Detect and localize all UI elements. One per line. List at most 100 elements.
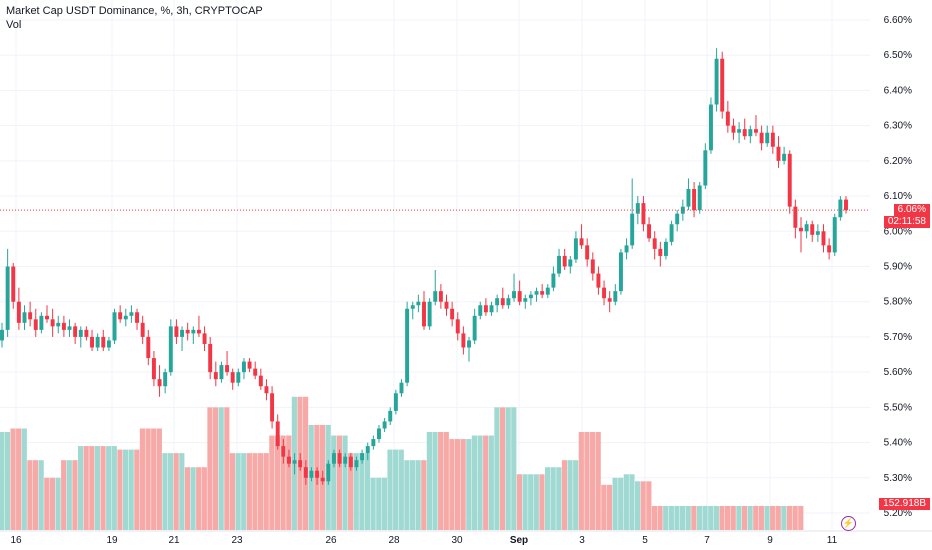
candle-body xyxy=(0,329,4,341)
volume-bar xyxy=(680,505,686,530)
candle-body xyxy=(568,259,573,267)
candle-body xyxy=(219,365,224,380)
volume-bar xyxy=(685,505,691,530)
volume-bar xyxy=(646,481,652,530)
candle xyxy=(332,449,336,468)
volume-bar xyxy=(449,439,455,530)
volume-bar xyxy=(488,435,494,530)
volume-bar xyxy=(252,453,258,530)
candle-body xyxy=(337,453,342,464)
candle-body xyxy=(180,329,185,337)
volume-bar xyxy=(674,505,680,530)
volume-bar xyxy=(263,453,269,530)
volume-bar xyxy=(550,467,556,530)
volume-bar xyxy=(702,505,708,530)
volume-bar xyxy=(353,453,359,530)
candle-body xyxy=(765,132,770,144)
volume-bar xyxy=(629,474,635,530)
candle xyxy=(399,379,404,397)
candle-body xyxy=(647,224,652,239)
volume-indicator-label[interactable]: Vol xyxy=(6,19,22,31)
symbol-title[interactable]: Market Cap USDT Dominance, %, 3h, CRYPTO… xyxy=(6,5,263,17)
candle xyxy=(275,414,280,450)
price-tick-label: 6.50% xyxy=(884,50,912,61)
candle xyxy=(478,301,483,320)
volume-bar xyxy=(708,505,714,530)
volume-bar xyxy=(556,467,562,530)
candle xyxy=(219,361,224,383)
candle-body xyxy=(84,329,89,337)
candle-body xyxy=(56,322,61,327)
candle xyxy=(827,238,832,260)
volume-bar xyxy=(589,432,596,530)
candle xyxy=(573,231,578,263)
candle-body xyxy=(230,372,235,383)
candle-body xyxy=(275,421,280,447)
candle-body xyxy=(557,255,562,274)
candle xyxy=(495,294,500,313)
candle-body xyxy=(658,248,663,256)
candle-body xyxy=(191,329,196,334)
volume-bar xyxy=(393,449,399,530)
candle-body xyxy=(146,336,151,359)
volume-bar xyxy=(280,435,286,530)
volume-bar xyxy=(432,432,438,530)
candle-body xyxy=(585,245,590,260)
candle xyxy=(123,308,128,327)
candle xyxy=(489,301,494,316)
candle-body xyxy=(11,266,16,302)
candle xyxy=(669,220,674,246)
candle-body xyxy=(663,241,668,256)
candle xyxy=(33,308,38,337)
candle-body xyxy=(61,322,66,330)
candle xyxy=(61,315,66,337)
volume-bar xyxy=(134,449,140,530)
candle xyxy=(630,178,635,249)
candle-body xyxy=(489,305,494,313)
candle-body xyxy=(427,301,432,327)
candle-body xyxy=(348,456,353,468)
candle xyxy=(422,291,426,330)
candle-body xyxy=(737,129,742,133)
volume-bar xyxy=(668,505,674,530)
volume-bar xyxy=(381,477,387,530)
candle-body xyxy=(635,203,640,214)
bar-countdown-badge: 02:11:58 xyxy=(883,216,930,229)
price-axis[interactable]: 6.60% 6.50% 6.40% 6.30% 6.20% 6.10% 6.00% 5.90%… xyxy=(884,15,912,519)
volume-bar xyxy=(663,505,669,530)
last-price-badge: 6.06% xyxy=(893,204,930,217)
candle-body xyxy=(641,203,646,225)
volume-bar xyxy=(438,432,444,530)
volume-bar xyxy=(578,432,584,530)
time-tick-label: 23 xyxy=(231,535,243,546)
candle-body xyxy=(247,361,252,369)
candle xyxy=(585,238,590,267)
candle-body xyxy=(433,291,438,302)
time-axis[interactable]: 16 19 21 23 26 28 30 Sep 3 5 7 9 11 xyxy=(0,530,932,546)
candle-body xyxy=(236,372,241,383)
volume-bar xyxy=(44,477,50,530)
volume-bar xyxy=(4,432,10,530)
candle xyxy=(90,329,94,352)
candle-body xyxy=(652,238,657,249)
candle-body xyxy=(838,199,843,218)
volume-bar xyxy=(730,505,736,530)
candle-body xyxy=(129,312,134,316)
candle xyxy=(663,238,668,260)
lightning-icon[interactable]: ⚡ xyxy=(841,516,856,531)
candle xyxy=(461,326,466,355)
candle xyxy=(776,136,781,168)
candle xyxy=(624,238,629,260)
volume-bar xyxy=(719,505,725,530)
candle xyxy=(590,252,595,281)
volume-bar xyxy=(286,435,292,530)
time-tick-label: 11 xyxy=(827,535,838,546)
volume-bar xyxy=(657,505,663,530)
volume-bar xyxy=(471,435,478,530)
candle-body xyxy=(692,189,697,211)
candle-body xyxy=(697,185,702,211)
candle xyxy=(101,329,106,352)
candle-body xyxy=(78,329,83,337)
candle-body xyxy=(253,368,258,376)
